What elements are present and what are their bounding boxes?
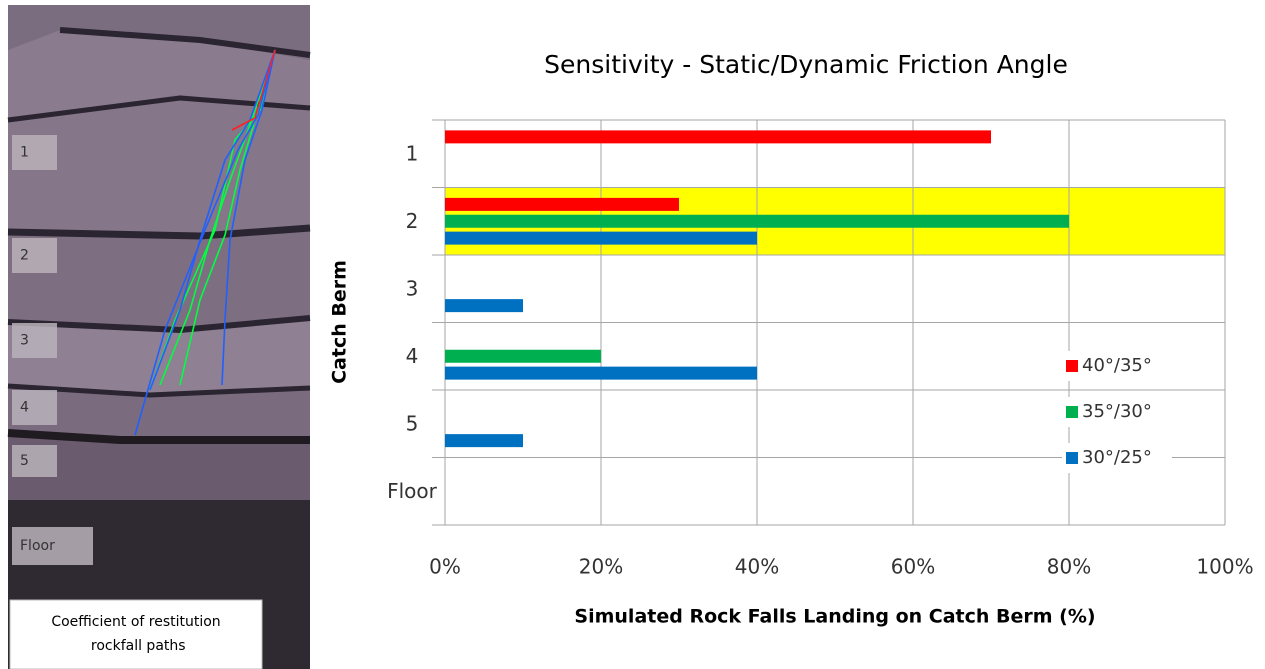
chart: Sensitivity - Static/Dynamic Friction An…	[329, 50, 1254, 628]
bar	[445, 214, 1069, 228]
caption-box	[9, 599, 263, 669]
y-tick-label: 3	[406, 277, 419, 301]
berm-label: 3	[20, 333, 29, 349]
caption: Coefficient of restitution rockfall path…	[51, 614, 220, 654]
x-tick-label: 20%	[579, 555, 623, 579]
legend-swatch	[1066, 360, 1078, 372]
label-box	[12, 135, 57, 170]
bar	[445, 299, 523, 313]
x-tick-label: 80%	[1047, 555, 1091, 579]
label-box	[12, 323, 57, 358]
y-tick-label: 4	[406, 344, 419, 368]
legend-label: 35°/30°	[1082, 401, 1152, 422]
y-tick-label: 1	[406, 142, 419, 166]
legend-bg	[1062, 351, 1172, 381]
x-tick-label: 40%	[735, 555, 779, 579]
x-tick-label: 100%	[1196, 555, 1253, 579]
y-tick-label: 5	[406, 412, 419, 436]
berm-label: Floor	[20, 538, 55, 554]
chart-title: Sensitivity - Static/Dynamic Friction An…	[544, 50, 1068, 79]
legend-swatch	[1066, 406, 1078, 418]
berm-label: 5	[20, 453, 29, 469]
berm-label: 2	[20, 248, 29, 264]
x-tick-label: 60%	[891, 555, 935, 579]
bar	[445, 130, 991, 144]
y-tick-label: 2	[406, 209, 419, 233]
label-box	[12, 445, 57, 477]
bar	[445, 231, 757, 245]
legend-label: 30°/25°	[1082, 447, 1152, 468]
label-box	[12, 238, 57, 273]
legend-label: 40°/35°	[1082, 355, 1152, 376]
label-box	[12, 390, 57, 425]
slope-render	[7, 5, 311, 669]
legend-bg	[1062, 443, 1172, 473]
x-axis-label: Simulated Rock Falls Landing on Catch Be…	[574, 606, 1095, 628]
legend-bg	[1062, 397, 1172, 427]
bar	[445, 366, 757, 380]
bar	[445, 434, 523, 448]
y-tick-label: Floor	[387, 479, 438, 503]
legend-swatch	[1066, 452, 1078, 464]
berm-label: 4	[20, 400, 29, 416]
bar	[445, 197, 679, 211]
berm-label: 1	[20, 145, 29, 161]
bar	[445, 349, 601, 363]
label-box	[12, 527, 93, 565]
y-axis-label: Catch Berm	[329, 260, 351, 384]
x-tick-label: 0%	[429, 555, 461, 579]
